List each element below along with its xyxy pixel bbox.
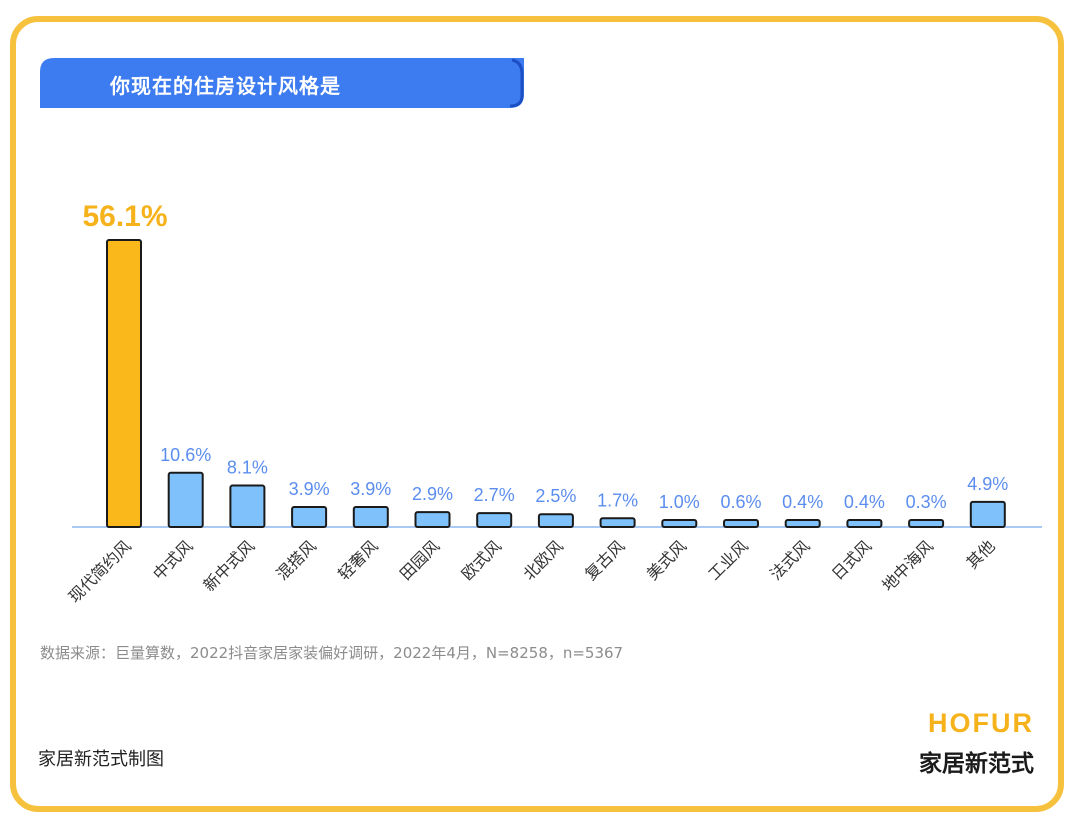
data-label-5: 2.9%: [412, 484, 453, 504]
bar-4: [352, 506, 389, 528]
category-label-0: 现代简约风: [65, 536, 135, 606]
category-label-5: 田园风: [396, 536, 443, 583]
bar-1: [167, 471, 204, 529]
bar-8: [599, 517, 636, 529]
bar-7: [537, 513, 574, 528]
category-label-4: 轻奢风: [334, 536, 381, 583]
category-label-1: 中式风: [149, 536, 196, 583]
bar-13: [908, 519, 945, 528]
category-label-7: 北欧风: [519, 536, 566, 583]
data-label-1: 10.6%: [160, 445, 211, 465]
data-label-2: 8.1%: [227, 458, 268, 478]
title-band: [40, 58, 524, 108]
bar-12: [846, 519, 883, 528]
data-label-0: 56.1%: [82, 200, 167, 233]
bar-2: [229, 484, 266, 528]
category-label-9: 美式风: [643, 536, 690, 583]
category-label-14: 其他: [963, 536, 999, 572]
bar-9: [661, 519, 698, 528]
brand-logo: HOFUR: [928, 708, 1034, 738]
data-label-8: 1.7%: [597, 490, 638, 510]
bar-chart: 56.1% 现代简约风 10.6% 中式风 8.1% 新中式风 3.9% 混搭风 3.9% 轻奢风…: [65, 200, 1042, 606]
source-note: 数据来源：巨量算数，2022抖音家居家装偏好调研，2022年4月，N=8258，…: [40, 644, 624, 662]
category-label-13: 地中海风: [878, 536, 937, 595]
category-label-3: 混搭风: [273, 536, 320, 583]
bar-0: [106, 239, 142, 528]
data-label-13: 0.3%: [906, 492, 947, 512]
data-label-11: 0.4%: [782, 492, 823, 512]
data-label-6: 2.7%: [474, 485, 515, 505]
category-label-10: 工业风: [704, 536, 751, 583]
category-label-2: 新中式风: [200, 536, 259, 595]
bar-14: [969, 500, 1006, 528]
bar-11: [784, 519, 821, 528]
bar-6: [476, 512, 513, 529]
data-label-3: 3.9%: [289, 479, 330, 499]
category-label-11: 法式风: [766, 536, 813, 583]
data-label-14: 4.9%: [967, 474, 1008, 494]
bar-5: [414, 511, 451, 529]
brand-logo-cn: 家居新范式: [919, 751, 1034, 777]
category-label-8: 复古风: [581, 536, 628, 583]
data-label-10: 0.6%: [720, 492, 761, 512]
bar-3: [291, 506, 328, 528]
bar-10: [723, 519, 759, 528]
chart-title: 你现在的住房设计风格是: [110, 74, 341, 98]
data-label-9: 1.0%: [659, 492, 700, 512]
data-label-12: 0.4%: [844, 492, 885, 512]
credit-text: 家居新范式制图: [38, 749, 164, 770]
data-label-4: 3.9%: [350, 479, 391, 499]
category-label-12: 日式风: [828, 536, 875, 583]
category-label-6: 欧式风: [458, 536, 505, 583]
chart-frame: [10, 16, 1064, 812]
data-label-7: 2.5%: [535, 486, 576, 506]
